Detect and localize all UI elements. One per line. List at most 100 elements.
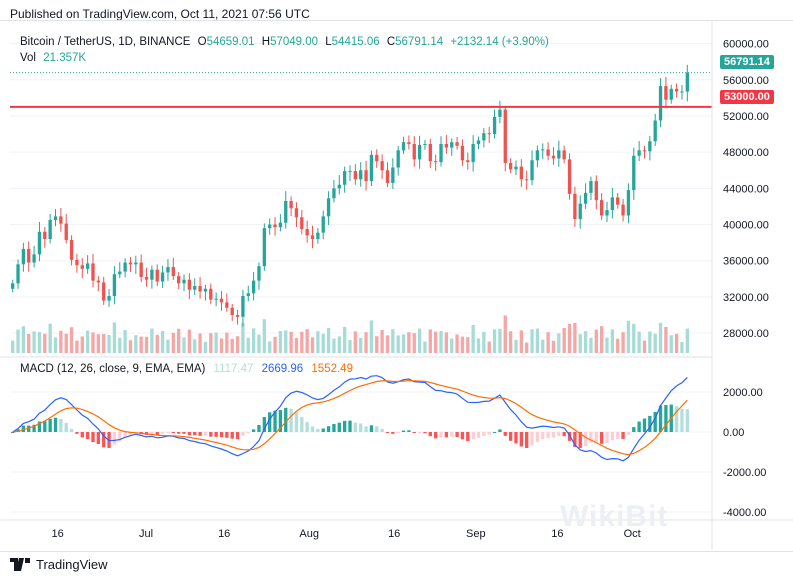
candle-body	[680, 91, 684, 93]
macd-histogram-bar	[11, 432, 15, 433]
macd-histogram-bar	[626, 432, 631, 435]
volume-bar	[230, 338, 234, 353]
candle-body	[268, 224, 272, 229]
candle-body	[685, 72, 689, 92]
candle-body	[102, 282, 106, 301]
candle-body	[541, 149, 545, 151]
time-tick-label: 16	[51, 528, 63, 540]
candle-body	[476, 140, 481, 144]
high-label: H	[261, 36, 271, 48]
candle-body	[37, 231, 42, 255]
macd-histogram-bar	[284, 407, 288, 432]
tradingview-brand[interactable]: TradingView	[10, 557, 108, 572]
macd-histogram-bar	[460, 432, 465, 440]
macd-histogram-bar	[332, 423, 336, 432]
macd-histogram-bar	[466, 432, 470, 442]
macd-histogram-bar	[43, 421, 47, 432]
candle-body	[128, 262, 133, 265]
candle-body	[674, 88, 679, 92]
macd-histogram-bar	[294, 412, 299, 432]
macd-histogram-bar	[674, 406, 679, 432]
volume-bar	[557, 333, 561, 353]
volume-bar	[364, 332, 368, 353]
volume-bar	[487, 341, 491, 353]
candlesticks	[11, 64, 689, 327]
price-tick-label: 40000.00	[723, 220, 769, 232]
macd-histogram-bar	[476, 432, 481, 438]
macd-histogram-bar	[289, 408, 293, 432]
volume-bar	[316, 331, 320, 353]
macd-histogram-bar	[450, 432, 454, 437]
macd-histogram-bar	[273, 410, 277, 432]
macd-histogram-bar	[241, 432, 245, 436]
symbol-legend[interactable]: Bitcoin / TetherUS, 1D, BINANCE O54659.0…	[20, 36, 549, 48]
macd-histogram-bar	[123, 432, 127, 438]
published-caption: Published on TradingView.com, Oct 11, 20…	[10, 7, 310, 21]
volume-bar	[268, 341, 272, 353]
volume-bar	[514, 339, 518, 353]
macd-histogram-bar	[235, 432, 240, 440]
candle-body	[21, 248, 26, 265]
chart-frame	[0, 20, 793, 552]
candle-body	[155, 269, 159, 282]
macd-histogram-bar	[428, 432, 432, 437]
macd-histogram-bar	[610, 432, 615, 441]
volume-bar	[310, 337, 315, 353]
volume-bar	[407, 332, 411, 353]
volume-bar	[128, 340, 133, 353]
candle-body	[637, 150, 641, 156]
candle-body	[444, 144, 449, 148]
macd-histogram-bar	[326, 426, 331, 432]
candle-body	[59, 216, 63, 224]
macd-histogram-bar	[27, 425, 31, 432]
volume-bar	[455, 334, 459, 353]
macd-tick-label: 0.00	[723, 427, 744, 439]
candle-body	[375, 154, 379, 162]
volume-bar	[525, 342, 529, 353]
candle-body	[342, 171, 347, 185]
volume-bar	[599, 326, 604, 353]
time-tick-label: Jul	[139, 528, 153, 540]
volume-bar	[583, 331, 588, 353]
candle-body	[171, 267, 175, 277]
macd-histogram-bar	[385, 432, 390, 433]
volume-bar	[91, 332, 95, 353]
level-price-tag: 53000.00	[720, 90, 774, 104]
candle-body	[653, 120, 657, 142]
macd-histogram-bar	[685, 409, 689, 432]
open-value: 54659.01	[206, 36, 255, 48]
volume-bar	[21, 326, 26, 353]
candle-body	[380, 161, 384, 171]
candle-body	[535, 150, 540, 161]
tradingview-logo-icon	[10, 558, 30, 571]
brand-label: TradingView	[36, 557, 108, 572]
candle-body	[503, 109, 507, 163]
macd-histogram-bar	[578, 432, 582, 448]
macd-histogram-bar	[364, 426, 368, 432]
macd-pane	[10, 375, 712, 513]
macd-histogram-bar	[407, 430, 411, 432]
macd-histogram-bar	[80, 432, 84, 438]
price-tick-label: 48000.00	[723, 147, 769, 159]
macd-histogram-bar	[632, 427, 636, 432]
macd-histogram-bar	[214, 432, 218, 437]
macd-histogram-bar	[401, 430, 406, 432]
candle-body	[460, 145, 465, 161]
macd-histogram-bar	[353, 422, 358, 432]
volume-bar	[284, 330, 288, 353]
candle-body	[85, 263, 90, 269]
macd-histogram-bar	[75, 432, 79, 434]
volume-value: 21.357K	[43, 52, 87, 64]
candle-body	[616, 197, 620, 205]
candle-body	[326, 198, 331, 217]
close-label: C	[386, 36, 396, 48]
volume-legend[interactable]: Vol 21.357K	[20, 52, 86, 64]
candle-body	[508, 163, 513, 170]
candle-body	[32, 254, 36, 263]
macd-histogram-bar	[514, 432, 518, 444]
volume-bar	[589, 337, 593, 353]
macd-histogram-bar	[417, 432, 422, 433]
macd-legend[interactable]: MACD (12, 26, close, 9, EMA, EMA) 1117.4…	[20, 363, 353, 375]
volume-bar	[648, 331, 652, 353]
